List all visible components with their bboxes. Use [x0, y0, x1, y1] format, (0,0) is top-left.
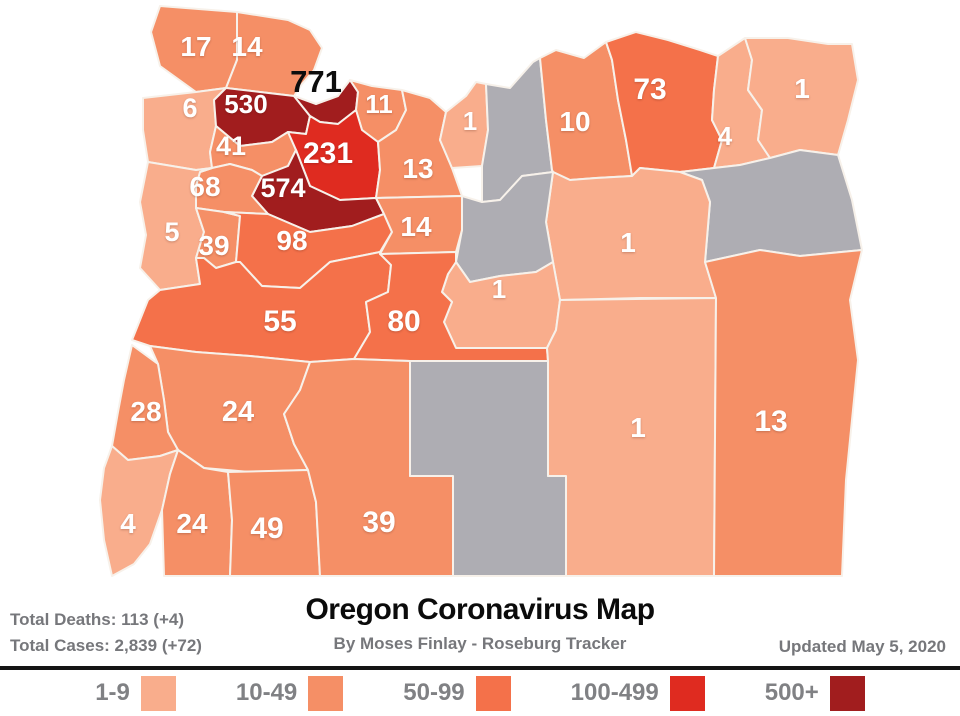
updated-text: Updated May 5, 2020	[778, 637, 946, 656]
legend: 1-9 10-49 50-99 100-499 500+	[0, 670, 960, 716]
total-cases-text: Total Cases: 2,839 (+72)	[10, 636, 202, 655]
county-value-label-washington: 530	[224, 89, 267, 119]
county-value-label-morrow: 10	[559, 106, 590, 137]
county-malheur	[704, 249, 863, 577]
legend-item-50-99: 50-99	[403, 675, 511, 711]
county-value-label-klamath: 39	[362, 506, 395, 539]
county-value-label-deschutes: 80	[387, 305, 420, 338]
county-shapes-layer	[99, 5, 863, 577]
county-value-label-umatilla: 73	[633, 73, 666, 106]
legend-label: 100-499	[570, 679, 659, 706]
county-value-label-linn: 98	[276, 225, 307, 256]
legend-label: 500+	[764, 679, 819, 706]
county-value-label-douglas: 24	[222, 396, 254, 428]
county-value-label-hood-river: 11	[365, 89, 393, 119]
county-value-label-malheur: 13	[754, 405, 787, 438]
byline-text: By Moses Finlay - Roseburg Tracker	[333, 634, 627, 653]
county-value-label-lane: 55	[263, 305, 296, 338]
county-value-label-multnomah: 771	[290, 64, 342, 99]
legend-label: 10-49	[235, 679, 298, 706]
county-value-label-benton: 39	[198, 230, 229, 261]
legend-item-1-9: 1-9	[95, 675, 176, 711]
county-value-label-yamhill: 41	[216, 131, 246, 161]
county-value-label-wasco: 13	[402, 153, 433, 184]
county-value-label-clackamas: 231	[303, 137, 353, 170]
divider-rule	[0, 666, 960, 670]
legend-label: 1-9	[95, 679, 130, 706]
footer: Total Deaths: 113 (+4) Total Cases: 2,83…	[0, 590, 960, 666]
legend-item-10-49: 10-49	[235, 675, 344, 711]
title-block: Oregon Coronavirus Map By Moses Finlay -…	[260, 590, 700, 666]
legend-swatch-100-499	[669, 675, 705, 711]
county-value-label-lincoln: 5	[164, 217, 179, 247]
page-title: Oregon Coronavirus Map	[305, 593, 655, 626]
county-value-label-harney: 1	[630, 412, 646, 443]
county-value-label-wallowa: 1	[794, 73, 810, 104]
legend-swatch-10-49	[308, 675, 344, 711]
total-deaths-text: Total Deaths: 113 (+4)	[10, 610, 184, 629]
county-value-label-crook: 1	[492, 274, 506, 304]
legend-item-100-499: 100-499	[570, 675, 705, 711]
county-value-label-grant: 1	[620, 227, 636, 258]
county-value-label-josephine: 24	[176, 508, 208, 539]
legend-swatch-500-plus	[829, 675, 865, 711]
legend-item-500-plus: 500+	[764, 675, 865, 711]
county-value-label-clatsop: 17	[180, 31, 211, 62]
county-value-label-marion: 574	[260, 173, 305, 203]
county-value-label-sherman: 1	[463, 106, 477, 136]
totals-block: Total Deaths: 113 (+4) Total Cases: 2,83…	[0, 590, 260, 666]
county-value-label-jefferson: 14	[400, 211, 432, 242]
county-value-label-curry: 4	[120, 508, 136, 539]
county-value-label-coos: 28	[130, 396, 161, 427]
county-value-label-columbia: 14	[231, 31, 263, 62]
legend-label: 50-99	[403, 679, 465, 706]
county-curry	[99, 445, 179, 577]
county-value-label-jackson: 49	[250, 512, 283, 545]
county-columbia	[225, 11, 323, 97]
county-value-label-union: 4	[718, 121, 733, 151]
county-value-label-tillamook: 6	[182, 93, 197, 123]
legend-swatch-1-9	[140, 675, 176, 711]
legend-swatch-50-99	[475, 675, 511, 711]
county-value-label-polk: 68	[189, 171, 220, 202]
